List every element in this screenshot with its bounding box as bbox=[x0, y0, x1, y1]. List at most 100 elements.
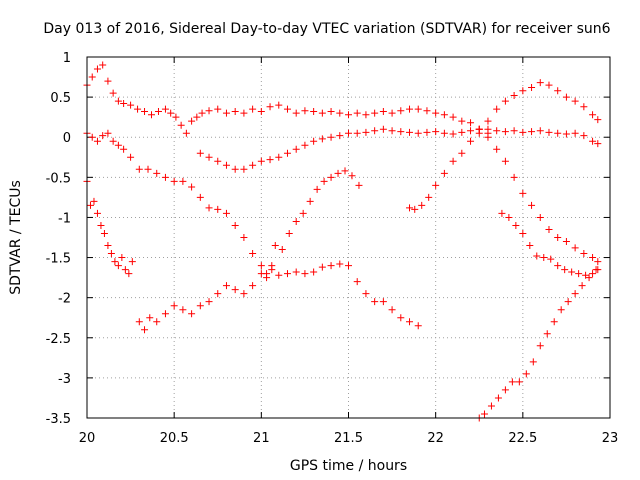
data-point bbox=[545, 225, 553, 233]
data-point bbox=[519, 128, 527, 136]
data-point bbox=[292, 217, 300, 225]
y-tick-label: -0.5 bbox=[46, 171, 71, 186]
data-point bbox=[594, 116, 602, 124]
data-point bbox=[458, 128, 466, 136]
data-point bbox=[283, 149, 291, 157]
data-point bbox=[336, 260, 344, 268]
data-point bbox=[414, 322, 422, 330]
data-point bbox=[121, 266, 129, 274]
data-point bbox=[240, 290, 248, 298]
data-point bbox=[589, 111, 597, 119]
data-point bbox=[528, 128, 536, 136]
data-point bbox=[161, 173, 169, 181]
data-point bbox=[257, 108, 265, 116]
data-point bbox=[371, 298, 379, 306]
data-point bbox=[327, 262, 335, 270]
data-point bbox=[334, 169, 342, 177]
data-point bbox=[275, 153, 283, 161]
data-point bbox=[99, 132, 107, 140]
data-point bbox=[379, 108, 387, 116]
data-point bbox=[301, 107, 309, 115]
data-point bbox=[519, 229, 527, 237]
data-point bbox=[493, 145, 501, 153]
data-point bbox=[580, 103, 588, 111]
data-point bbox=[484, 133, 492, 141]
data-point bbox=[231, 221, 239, 229]
data-point bbox=[249, 161, 257, 169]
data-point bbox=[449, 113, 457, 121]
data-point bbox=[109, 89, 117, 97]
data-point bbox=[90, 197, 98, 205]
data-point bbox=[545, 81, 553, 89]
data-point bbox=[318, 109, 326, 117]
data-point bbox=[263, 274, 271, 282]
data-point bbox=[411, 205, 419, 213]
x-tick-label: 20.5 bbox=[160, 431, 189, 446]
data-point bbox=[594, 258, 602, 266]
data-point bbox=[231, 165, 239, 173]
data-point bbox=[501, 157, 509, 165]
data-point bbox=[214, 105, 222, 113]
data-point bbox=[449, 157, 457, 165]
data-point bbox=[501, 386, 509, 394]
data-point bbox=[397, 128, 405, 136]
data-point bbox=[179, 306, 187, 314]
data-point bbox=[196, 149, 204, 157]
data-point bbox=[313, 185, 321, 193]
y-tick-label: -1.5 bbox=[46, 252, 71, 267]
series-track-7 bbox=[406, 79, 602, 213]
data-point bbox=[205, 107, 213, 115]
data-point bbox=[406, 204, 414, 212]
data-point bbox=[388, 109, 396, 117]
data-point bbox=[93, 209, 101, 217]
data-point bbox=[379, 125, 387, 133]
data-point bbox=[327, 173, 335, 181]
data-point bbox=[510, 173, 518, 181]
data-point bbox=[114, 97, 122, 105]
data-point bbox=[188, 117, 196, 125]
data-point bbox=[585, 274, 593, 282]
data-point bbox=[148, 111, 156, 119]
data-point bbox=[440, 129, 448, 137]
data-point bbox=[519, 189, 527, 197]
data-point bbox=[114, 262, 122, 270]
data-point bbox=[510, 127, 518, 135]
data-point bbox=[362, 111, 370, 119]
y-tick-label: 0.5 bbox=[50, 91, 71, 106]
data-point bbox=[111, 258, 119, 266]
data-point bbox=[275, 101, 283, 109]
data-point bbox=[554, 262, 562, 270]
data-point bbox=[568, 268, 576, 276]
data-point bbox=[512, 221, 520, 229]
data-point bbox=[231, 286, 239, 294]
data-point bbox=[125, 270, 133, 278]
data-point bbox=[493, 127, 501, 135]
x-tick-label: 20 bbox=[79, 431, 96, 446]
data-point bbox=[177, 121, 185, 129]
data-point bbox=[432, 181, 440, 189]
data-point bbox=[135, 165, 143, 173]
data-point bbox=[589, 254, 597, 262]
data-point bbox=[257, 157, 265, 165]
data-point bbox=[561, 266, 569, 274]
data-point bbox=[299, 209, 307, 217]
data-point bbox=[484, 125, 492, 133]
data-point bbox=[487, 402, 495, 410]
data-point bbox=[564, 298, 572, 306]
data-point bbox=[271, 242, 279, 250]
y-tick-label: -3 bbox=[58, 372, 71, 387]
data-point bbox=[475, 125, 483, 133]
series-track-3 bbox=[83, 177, 136, 278]
data-point bbox=[310, 137, 318, 145]
data-point bbox=[425, 193, 433, 201]
data-point bbox=[388, 127, 396, 135]
series-track-9 bbox=[498, 209, 602, 279]
data-point bbox=[547, 255, 555, 263]
data-point bbox=[571, 290, 579, 298]
data-point bbox=[388, 306, 396, 314]
data-point bbox=[578, 282, 586, 290]
data-point bbox=[104, 129, 112, 137]
data-point bbox=[501, 97, 509, 105]
data-point bbox=[550, 318, 558, 326]
data-point bbox=[467, 119, 475, 127]
